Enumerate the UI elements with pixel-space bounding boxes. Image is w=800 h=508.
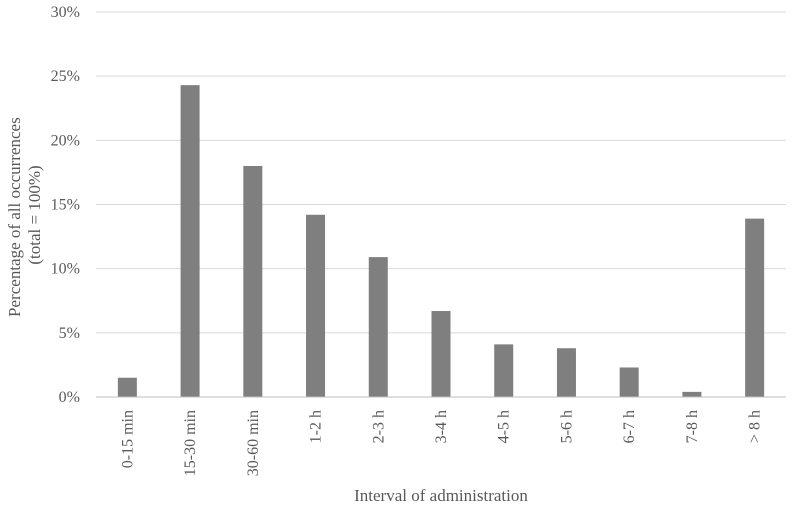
bar [243, 166, 262, 397]
x-tick-label: 4-5 h [496, 410, 513, 443]
y-axis-title-line-2: (total = 100%) [25, 165, 44, 264]
x-tick-label: 6-7 h [621, 410, 638, 443]
x-tick-label: 30-60 min [245, 410, 262, 476]
x-tick-label: 1-2 h [308, 410, 325, 443]
x-axis-tick-labels: 0-15 min 15-30 min 30-60 min 1-2 h 2-3 h 3-4 … [119, 410, 763, 476]
bars [118, 85, 764, 397]
y-tick-label: 10% [51, 261, 80, 278]
y-axis-title: Percentage of all occurrences (total = 1… [5, 113, 44, 317]
y-tick-label: 25% [51, 68, 80, 85]
x-tick-label: 5-6 h [558, 410, 575, 443]
x-tick-label: 0-15 min [119, 410, 136, 468]
bar [620, 367, 639, 397]
x-tick-label: 3-4 h [433, 410, 450, 443]
x-tick-label: 2-3 h [370, 410, 387, 443]
bar [118, 378, 137, 397]
y-tick-label: 20% [51, 132, 80, 149]
bar [306, 215, 325, 397]
x-axis-title: Interval of administration [354, 486, 528, 505]
bar [369, 257, 388, 397]
bar [432, 311, 451, 397]
y-tick-label: 15% [51, 197, 80, 214]
y-axis-tick-labels: 0% 5% 10% 15% 20% 25% 30% [51, 4, 80, 406]
x-tick-label: 15-30 min [182, 410, 199, 476]
x-tick-label: 7-8 h [684, 410, 701, 443]
bar [557, 348, 576, 397]
y-tick-label: 30% [51, 4, 80, 21]
y-axis-title-line-1: Percentage of all occurrences [5, 117, 24, 317]
bar [181, 85, 200, 397]
y-tick-label: 0% [59, 389, 80, 406]
bar [494, 344, 513, 397]
bar [745, 219, 764, 397]
x-tick-label: > 8 h [747, 410, 764, 443]
bar [682, 392, 701, 397]
y-tick-label: 5% [59, 325, 80, 342]
